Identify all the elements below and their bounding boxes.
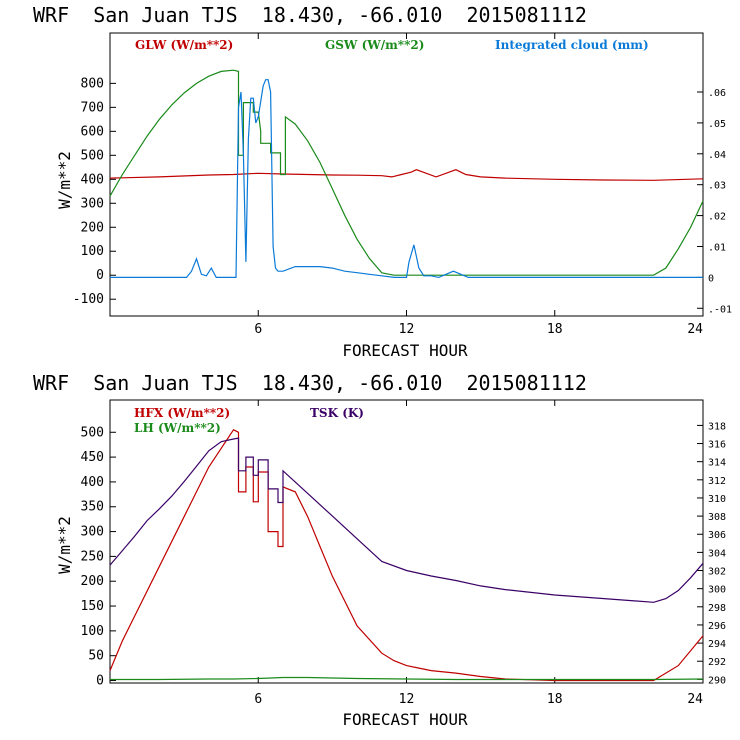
series-line-tsk <box>109 437 704 603</box>
y2-tick-label: 310 <box>708 494 726 505</box>
y2-tick-label: 314 <box>708 458 726 469</box>
x-tick-label: 18 <box>547 322 563 337</box>
y-tick-label: 300 <box>81 525 104 540</box>
y2-tick-label: 290 <box>708 675 726 686</box>
x-tick-label: 24 <box>687 322 703 337</box>
top-legend-cloud: Integrated cloud (mm) <box>495 38 649 52</box>
y2-tick-label: 306 <box>708 530 726 541</box>
x-tick-label: 12 <box>399 322 415 337</box>
bottom-y-axis-label: W/m**2 <box>55 516 74 574</box>
y2-tick-label: .01 <box>708 242 726 253</box>
x-tick-label: 12 <box>399 692 415 707</box>
y2-tick-label: 300 <box>708 585 726 596</box>
top-panel: WRF San Juan TJS 18.430, -66.010 2015081… <box>33 3 732 360</box>
y-tick-label: 400 <box>81 172 104 187</box>
x-tick-label: 6 <box>254 322 262 337</box>
y-tick-label: 200 <box>81 220 104 235</box>
y2-tick-label: 318 <box>708 421 726 432</box>
y-tick-label: 0 <box>96 674 104 689</box>
top-x-axis-label: FORECAST HOUR <box>342 341 468 360</box>
y-tick-label: 100 <box>81 624 104 639</box>
series-line-glw <box>109 169 704 181</box>
y2-tick-label: .05 <box>708 119 726 130</box>
y2-tick-label: .03 <box>708 181 726 192</box>
y-tick-label: 100 <box>81 244 104 259</box>
y-tick-label: 50 <box>88 649 104 664</box>
y2-tick-label: 298 <box>708 603 726 614</box>
bottom-x-axis-label: FORECAST HOUR <box>342 710 468 729</box>
series-line-lh <box>110 676 704 681</box>
x-tick-label: 24 <box>687 692 703 707</box>
top-plot-frame <box>109 32 704 317</box>
bottom-plot-frame <box>109 399 704 684</box>
bottom-chart-title: WRF San Juan TJS 18.430, -66.010 2015081… <box>33 371 587 395</box>
y2-tick-label: 316 <box>708 440 726 451</box>
y-tick-label: 800 <box>81 76 104 91</box>
y-tick-label: 450 <box>81 450 104 465</box>
y2-tick-label: 304 <box>708 548 726 559</box>
top-legend-gsw: GSW (W/m**2) <box>325 38 424 52</box>
y-tick-label: 300 <box>81 196 104 211</box>
y2-tick-label: .02 <box>708 212 726 223</box>
y-tick-label: 400 <box>81 475 104 490</box>
y-tick-label: 700 <box>81 100 104 115</box>
bottom-legend-hfx: HFX (W/m**2) <box>134 406 230 420</box>
y-tick-label: 500 <box>81 425 104 440</box>
y-tick-label: 0 <box>96 268 104 283</box>
y2-tick-label: 312 <box>708 476 726 487</box>
y-tick-label: 200 <box>81 574 104 589</box>
y-tick-label: 600 <box>81 124 104 139</box>
y2-tick-label: .04 <box>708 150 726 161</box>
series-line-hfx <box>109 429 704 682</box>
y-tick-label: 350 <box>81 500 104 515</box>
y-tick-label: 500 <box>81 148 104 163</box>
top-y-axis-label: W/m**2 <box>55 151 74 209</box>
bottom-legend-lh: LH (W/m**2) <box>134 421 221 435</box>
y2-tick-label: 292 <box>708 657 726 668</box>
y-tick-label: -100 <box>73 292 104 307</box>
x-tick-label: 18 <box>547 692 563 707</box>
y2-tick-label: .-01 <box>708 304 732 315</box>
y-tick-label: 150 <box>81 599 104 614</box>
top-chart-title: WRF San Juan TJS 18.430, -66.010 2015081… <box>33 3 587 27</box>
y-tick-label: 250 <box>81 549 104 564</box>
y2-tick-label: 0 <box>708 273 714 284</box>
bottom-legend-tsk: TSK (K) <box>310 406 364 420</box>
y2-tick-label: 294 <box>708 639 726 650</box>
x-tick-label: 6 <box>254 692 262 707</box>
y2-tick-label: 308 <box>708 512 726 523</box>
y2-tick-label: 302 <box>708 567 726 578</box>
series-line-integrated <box>110 79 703 279</box>
y2-tick-label: 296 <box>708 621 726 632</box>
y2-tick-label: .06 <box>708 88 726 99</box>
bottom-panel: WRF San Juan TJS 18.430, -66.010 2015081… <box>33 371 726 729</box>
top-legend-glw: GLW (W/m**2) <box>135 38 233 52</box>
series-line-gsw <box>109 69 704 276</box>
